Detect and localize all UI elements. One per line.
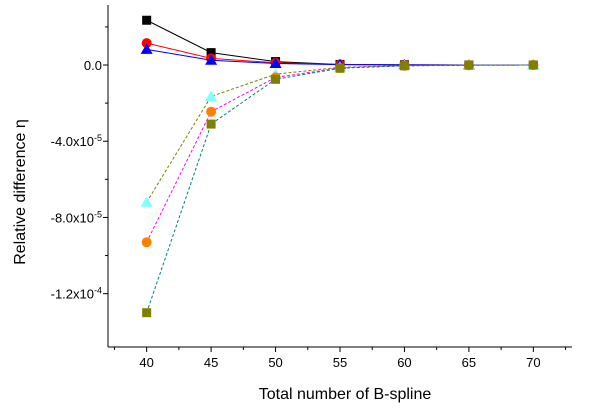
data-point: [206, 48, 216, 58]
series-line: [146, 19, 534, 66]
series-line: [146, 64, 534, 313]
data-point: [141, 38, 152, 49]
data-point: [140, 196, 153, 207]
series-line: [146, 64, 534, 243]
x-tick-label: 55: [333, 355, 347, 370]
series-line: [146, 64, 534, 203]
data-point: [269, 57, 282, 68]
data-point: [399, 61, 409, 71]
data-point: [206, 106, 217, 117]
data-point: [206, 119, 216, 129]
data-point: [464, 60, 474, 70]
y-axis-title: Relative difference η: [12, 119, 29, 265]
x-tick-label: 60: [397, 355, 411, 370]
data-point: [205, 54, 218, 65]
data-point: [528, 60, 538, 70]
data-point: [142, 15, 152, 25]
y-tick-label: -4.0x10-5: [51, 133, 102, 149]
data-point: [140, 43, 153, 54]
y-tick-label: 0.0: [84, 58, 102, 73]
data-point: [271, 74, 281, 84]
x-tick-label: 40: [139, 355, 153, 370]
x-tick-label: 70: [526, 355, 540, 370]
x-tick-label: 45: [204, 355, 218, 370]
x-axis-title: Total number of B-spline: [259, 386, 432, 403]
data-point: [141, 237, 152, 248]
x-tick-label: 50: [268, 355, 282, 370]
x-tick-label: 65: [462, 355, 476, 370]
data-point: [142, 308, 152, 318]
data-point: [205, 90, 218, 101]
data-point: [335, 63, 345, 73]
y-tick-label: -8.0x10-5: [51, 209, 102, 225]
y-tick-label: -1.2x10-4: [51, 286, 102, 302]
